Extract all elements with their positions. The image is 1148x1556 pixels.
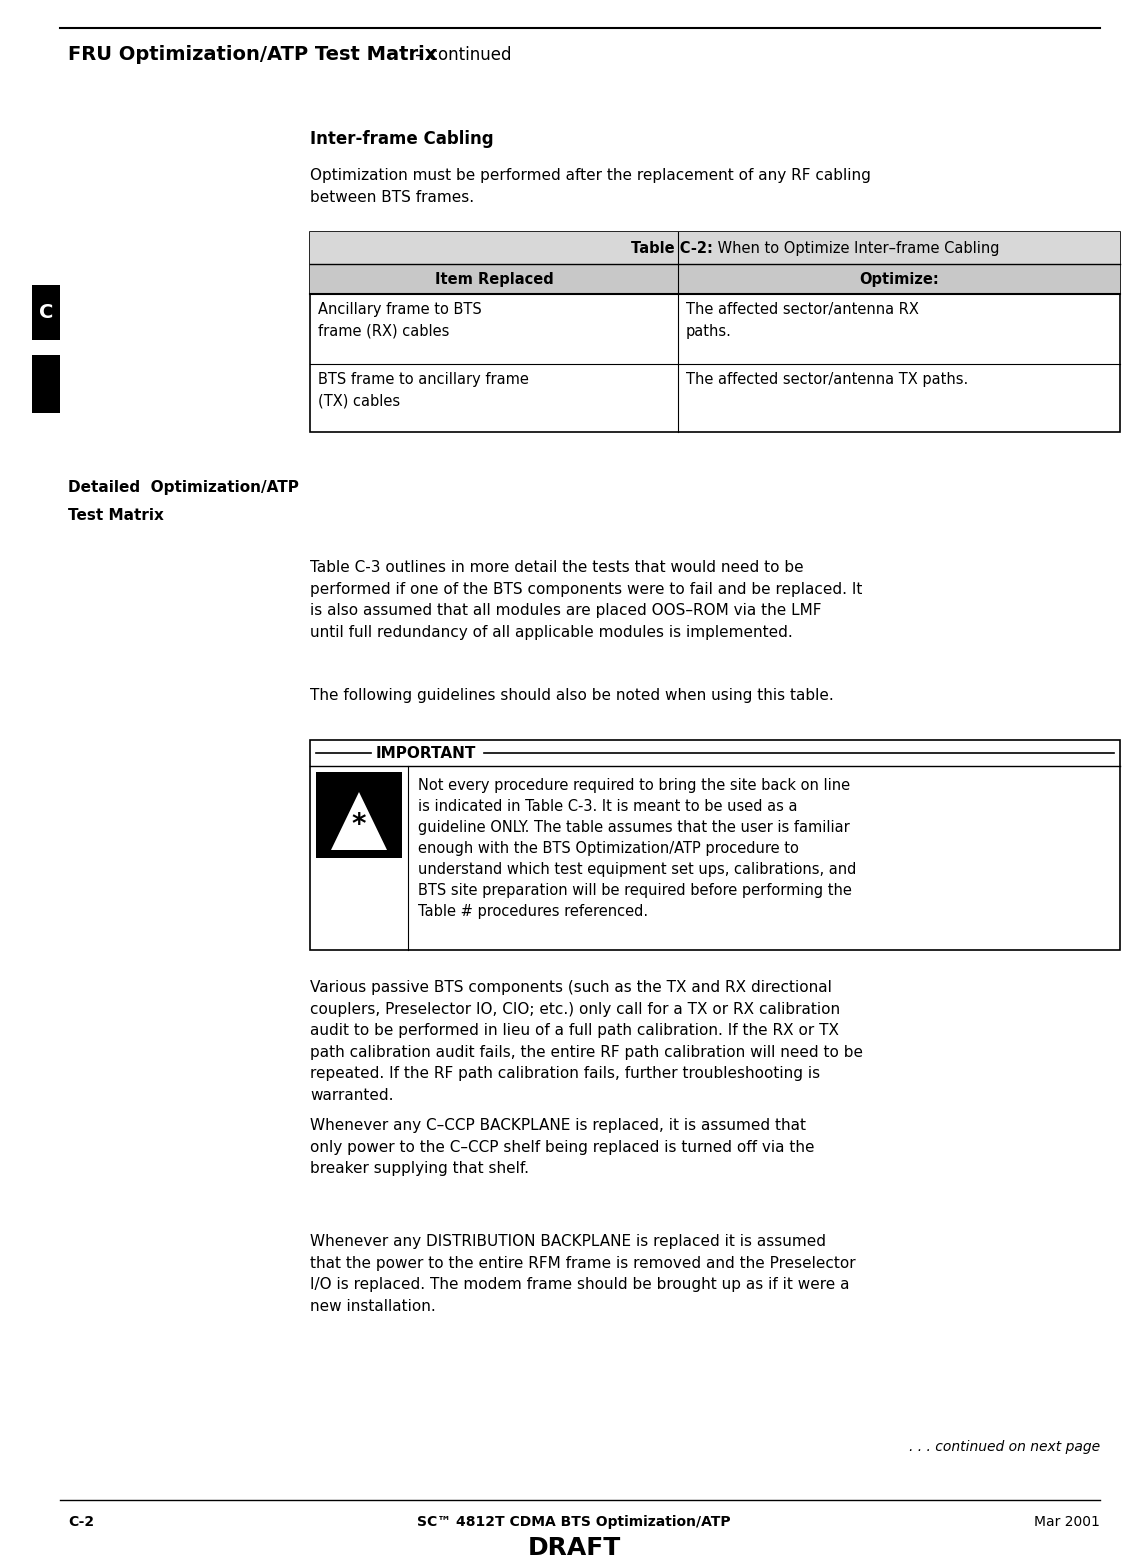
Text: Ancillary frame to BTS
frame (RX) cables: Ancillary frame to BTS frame (RX) cables [318,302,482,339]
Text: Item Replaced: Item Replaced [435,271,553,286]
Text: C: C [39,303,53,322]
Polygon shape [331,792,387,850]
Text: FRU Optimization/ATP Test Matrix: FRU Optimization/ATP Test Matrix [68,45,437,64]
Text: C-2: C-2 [68,1516,94,1530]
Bar [32,355,60,412]
Text: DRAFT: DRAFT [527,1536,621,1556]
Text: Whenever any C–CCP BACKPLANE is replaced, it is assumed that
only power to the C: Whenever any C–CCP BACKPLANE is replaced… [310,1119,814,1176]
Text: Whenever any DISTRIBUTION BACKPLANE is replaced it is assumed
that the power to : Whenever any DISTRIBUTION BACKPLANE is r… [310,1234,855,1313]
Bar [310,265,1120,294]
Bar [316,772,402,857]
Text: – continued: – continued [410,47,512,64]
Text: The affected sector/antenna RX
paths.: The affected sector/antenna RX paths. [687,302,918,339]
Text: Mar 2001: Mar 2001 [1034,1516,1100,1530]
Text: *: * [351,811,366,839]
Bar [310,232,1120,433]
Text: Table C-3 outlines in more detail the tests that would need to be
performed if o: Table C-3 outlines in more detail the te… [310,560,862,640]
Text: . . . continued on next page: . . . continued on next page [909,1439,1100,1453]
Text: When to Optimize Inter–frame Cabling: When to Optimize Inter–frame Cabling [713,241,1000,255]
Text: Not every procedure required to bring the site back on line
is indicated in Tabl: Not every procedure required to bring th… [418,778,856,920]
Text: Optimize:: Optimize: [859,271,939,286]
Text: Test Matrix: Test Matrix [68,507,164,523]
Bar [310,741,1120,951]
Text: The affected sector/antenna TX paths.: The affected sector/antenna TX paths. [687,372,968,387]
Bar [310,232,1120,265]
Text: SC™ 4812T CDMA BTS Optimization/ATP: SC™ 4812T CDMA BTS Optimization/ATP [417,1516,731,1530]
Text: BTS frame to ancillary frame
(TX) cables: BTS frame to ancillary frame (TX) cables [318,372,529,409]
Text: Various passive BTS components (such as the TX and RX directional
couplers, Pres: Various passive BTS components (such as … [310,980,863,1103]
Text: IMPORTANT: IMPORTANT [377,745,476,761]
Text: Inter-frame Cabling: Inter-frame Cabling [310,131,494,148]
Text: The following guidelines should also be noted when using this table.: The following guidelines should also be … [310,688,833,703]
Text: Optimization must be performed after the replacement of any RF cabling
between B: Optimization must be performed after the… [310,168,871,204]
Text: Detailed  Optimization/ATP: Detailed Optimization/ATP [68,479,298,495]
Text: Table C-2:: Table C-2: [631,241,713,255]
Bar [32,285,60,341]
